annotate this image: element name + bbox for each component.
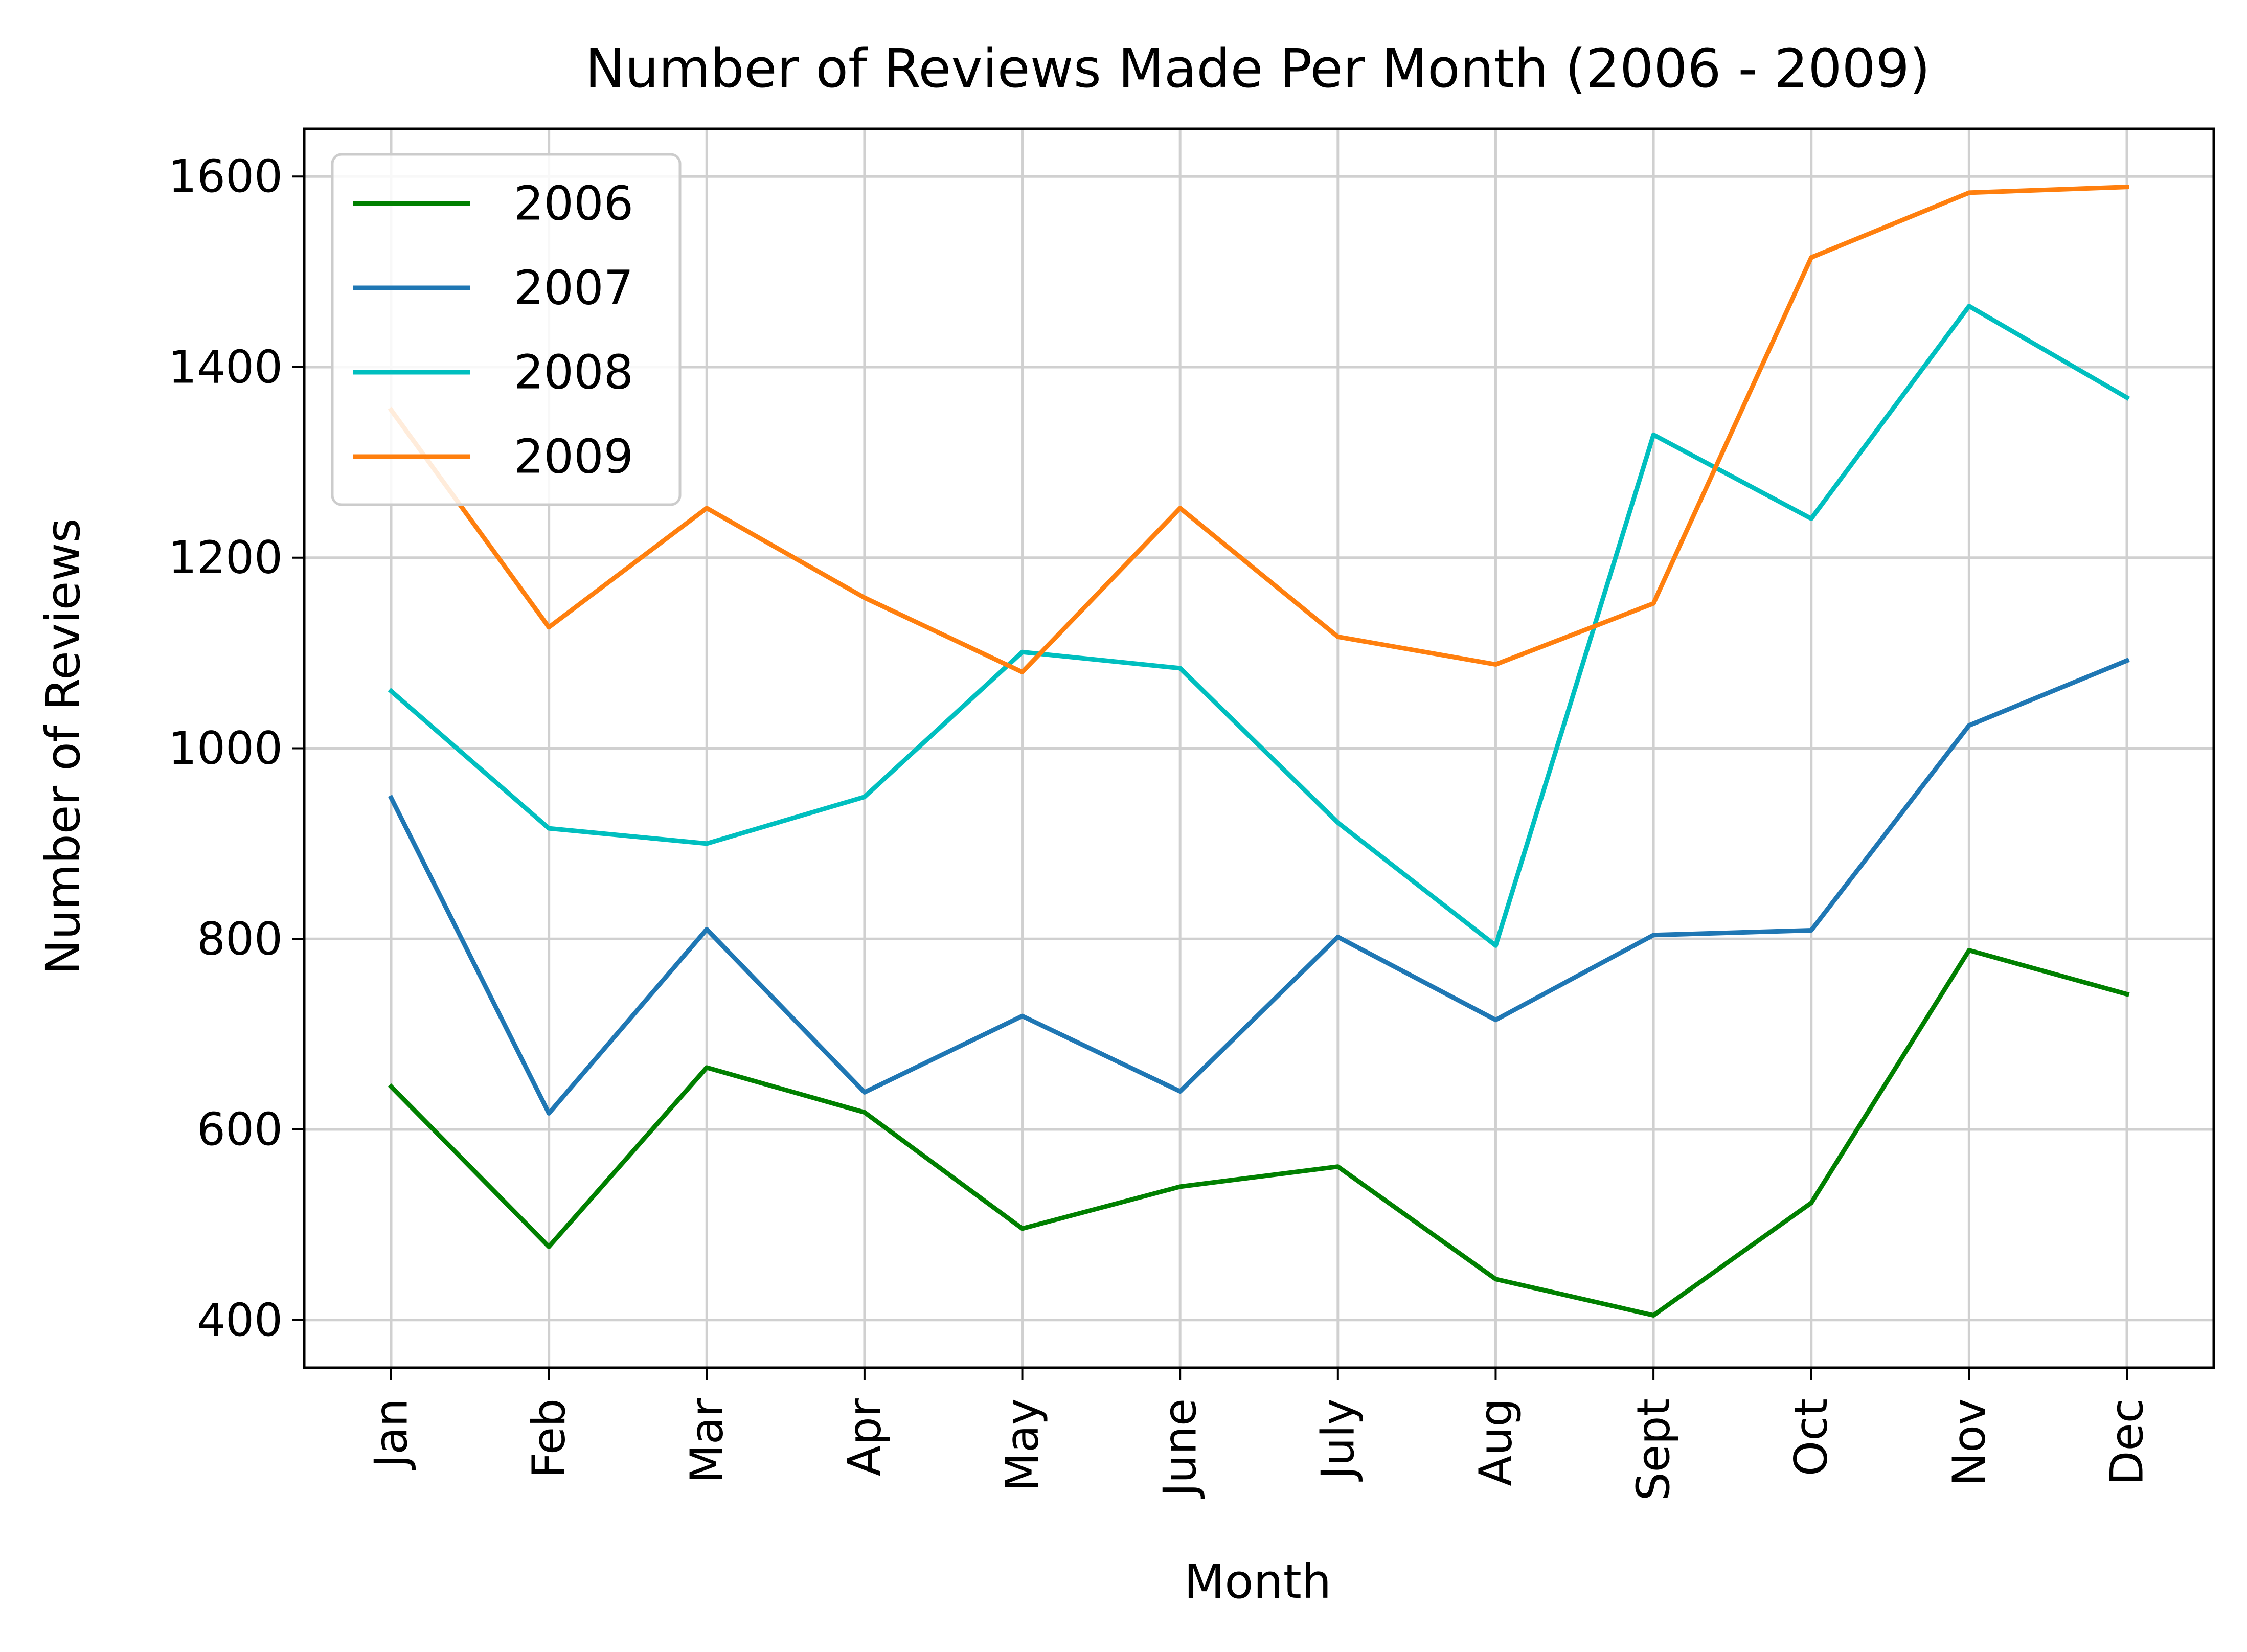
series-line-2009 bbox=[388, 185, 2129, 674]
legend-box bbox=[331, 153, 682, 506]
y-tick-label: 800 bbox=[197, 913, 283, 965]
y-axis-title: Number of Reviews bbox=[36, 518, 90, 975]
x-tick-label: July bbox=[1311, 1398, 1364, 1482]
y-tick-label: 400 bbox=[197, 1294, 283, 1346]
x-tick-label: May bbox=[996, 1398, 1049, 1491]
y-tick-label: 600 bbox=[197, 1103, 283, 1156]
x-tick-label: Dec bbox=[2101, 1398, 2153, 1485]
legend-label-2009: 2009 bbox=[514, 429, 633, 484]
x-tick-label: Apr bbox=[838, 1398, 891, 1476]
x-tick-label: Mar bbox=[680, 1398, 733, 1483]
x-tick-label: Aug bbox=[1469, 1398, 1522, 1486]
y-tick-label: 1400 bbox=[168, 341, 283, 393]
x-tick-label: Feb bbox=[523, 1398, 575, 1478]
y-tick-label: 1600 bbox=[168, 150, 283, 203]
x-tick-label: Nov bbox=[1943, 1398, 1995, 1486]
x-tick-label: Sept bbox=[1627, 1398, 1680, 1501]
legend-label-2008: 2008 bbox=[514, 345, 633, 400]
x-tick-label: Jan bbox=[365, 1398, 418, 1470]
series-line-2006 bbox=[388, 948, 2130, 1318]
x-tick-label: June bbox=[1154, 1398, 1207, 1499]
series-lines bbox=[388, 185, 2130, 1318]
legend-label-2006: 2006 bbox=[514, 176, 633, 231]
x-tick-label: Oct bbox=[1785, 1398, 1837, 1476]
chart-title: Number of Reviews Made Per Month (2006 -… bbox=[585, 37, 1931, 100]
x-axis-title: Month bbox=[1184, 1554, 1331, 1609]
axis-ticks: Jan Feb Mar Apr May June July Aug Sept Oct Nov Dec 4… bbox=[168, 150, 2153, 1501]
series-line-2008 bbox=[388, 304, 2130, 948]
series-line-2007 bbox=[388, 658, 2130, 1116]
legend: 2006 2007 2008 2009 bbox=[331, 153, 682, 506]
legend-label-2007: 2007 bbox=[514, 261, 633, 315]
y-tick-label: 1200 bbox=[168, 531, 283, 584]
y-tick-label: 1000 bbox=[168, 722, 283, 775]
gridlines bbox=[304, 129, 2214, 1368]
